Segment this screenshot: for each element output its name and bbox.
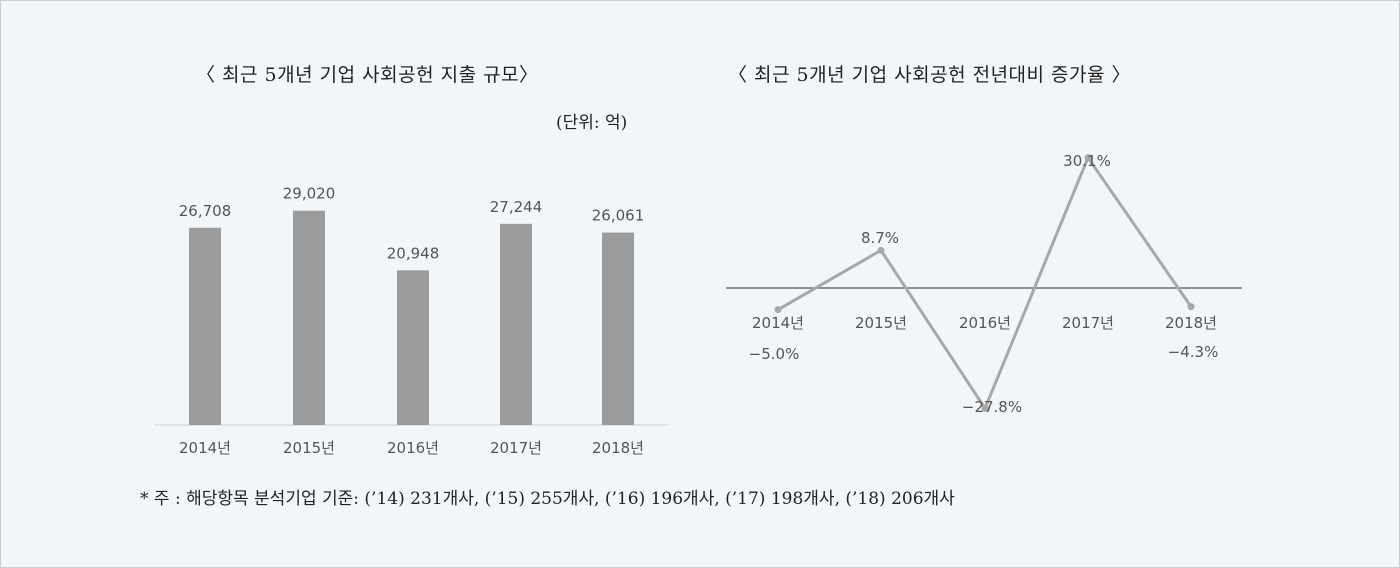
line-chart-title: 〈 최근 5개년 기업 사회공헌 전년대비 증가율 〉: [728, 64, 1132, 86]
bar-value-label: 26,061: [592, 207, 645, 225]
line-category-label: 2018년: [1165, 314, 1217, 332]
bar-2018년: [602, 232, 634, 425]
line-value-label: −4.3%: [1168, 343, 1219, 361]
bar-2014년: [189, 227, 221, 425]
bar-2016년: [397, 270, 429, 425]
line-category-label: 2016년: [959, 314, 1011, 332]
bar-2015년: [293, 210, 325, 425]
bar-category-label: 2017년: [490, 439, 542, 457]
bar-category-label: 2014년: [179, 439, 231, 457]
line-value-label: 8.7%: [861, 229, 899, 247]
bar-chart-title: 〈 최근 5개년 기업 사회공헌 지출 규모〉: [196, 64, 539, 86]
bar-category-label: 2016년: [387, 439, 439, 457]
growth-rate-line: [777, 156, 1193, 410]
bar-2017년: [500, 223, 532, 425]
bar-chart-unit: (단위: 억): [556, 113, 628, 133]
bar-category-label: 2015년: [283, 439, 335, 457]
line-value-label: −5.0%: [749, 345, 800, 363]
growth-point-2015년: [877, 246, 885, 254]
growth-point-2017년: [1084, 154, 1092, 162]
line-category-label: 2014년: [752, 314, 804, 332]
bar-category-label: 2018년: [592, 439, 644, 457]
growth-point-2014년: [774, 306, 782, 314]
bar-value-label: 20,948: [387, 244, 440, 262]
line-value-label: 30.1%: [1063, 152, 1111, 170]
footnote: * 주 : 해당항목 분석기업 기준: (’14) 231개사, (’15) 2…: [140, 489, 955, 509]
bar-value-label: 26,708: [179, 202, 232, 220]
bar-value-label: 27,244: [490, 198, 543, 216]
line-category-label: 2017년: [1062, 314, 1114, 332]
line-value-label: −27.8%: [962, 398, 1022, 416]
bar-value-label: 29,020: [283, 185, 336, 203]
growth-point-2016년: [981, 404, 989, 412]
line-category-label: 2015년: [855, 314, 907, 332]
growth-point-2018년: [1187, 303, 1195, 311]
